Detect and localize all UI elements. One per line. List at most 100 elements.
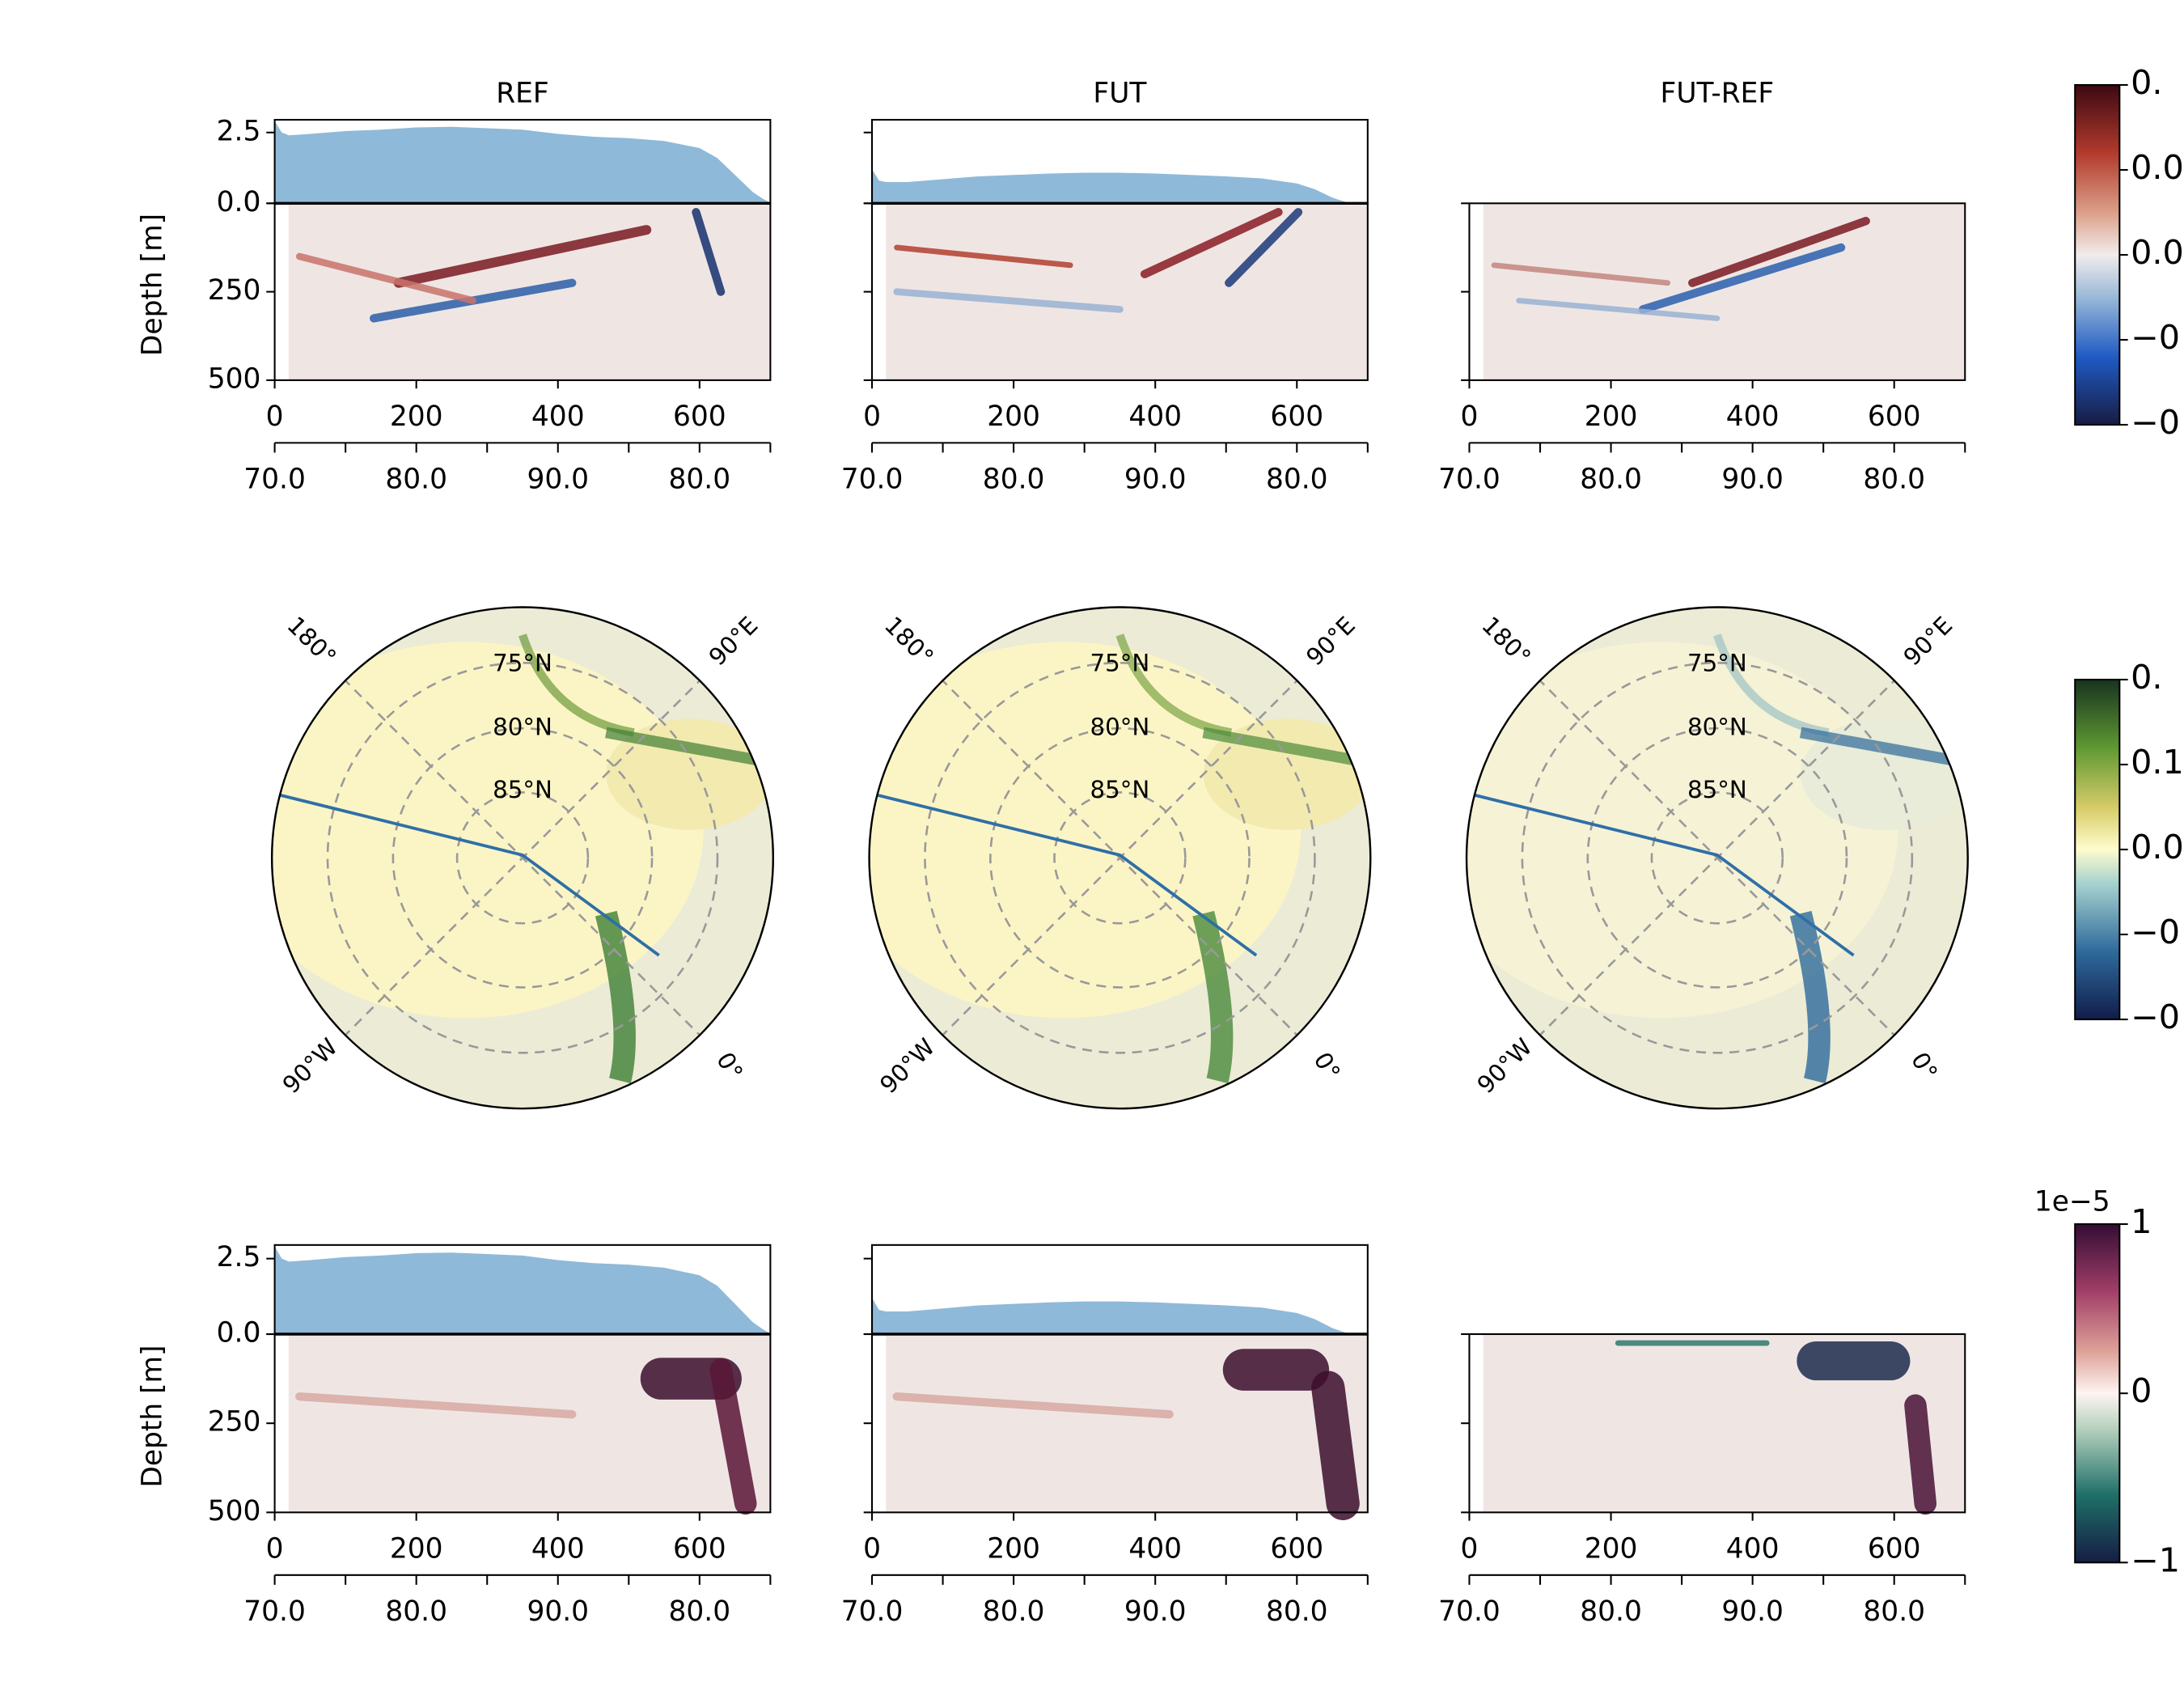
lat-tick-label: 80.0 bbox=[1580, 1595, 1642, 1628]
section-shading bbox=[709, 1358, 757, 1515]
x-tick-label: 200 bbox=[390, 400, 443, 433]
x-tick-label: 600 bbox=[1270, 400, 1323, 433]
section-shading bbox=[295, 1392, 577, 1419]
section-shading bbox=[1516, 298, 1721, 321]
map bbox=[869, 607, 1371, 1109]
map-lat-label: 75°N bbox=[493, 650, 552, 677]
lat-tick-label: 90.0 bbox=[1721, 1595, 1784, 1628]
ice-thickness-area bbox=[274, 121, 769, 204]
section-shading bbox=[892, 1392, 1174, 1419]
section-background bbox=[872, 203, 1368, 380]
map-graticule bbox=[1650, 791, 1784, 925]
y-tick-label: 250 bbox=[208, 1406, 261, 1438]
map-graticule bbox=[924, 662, 1316, 1054]
map-lon-label: 180° bbox=[281, 612, 341, 672]
section-background bbox=[1469, 203, 1966, 380]
column-title: FUT-REF bbox=[1661, 78, 1775, 110]
section-shading bbox=[1140, 208, 1283, 278]
section-mask-left bbox=[872, 1334, 887, 1513]
map-lat-label: 80°N bbox=[1090, 714, 1150, 741]
colorbar-tick-label: 0. bbox=[2131, 658, 2162, 697]
lat-tick-label: 80.0 bbox=[1266, 1595, 1328, 1628]
map-lon-label: 180° bbox=[879, 612, 939, 672]
map-graticule bbox=[1586, 727, 1848, 989]
map-graticule bbox=[326, 662, 719, 1054]
lat-tick-label: 70.0 bbox=[243, 1595, 306, 1628]
lat-tick-label: 90.0 bbox=[1124, 1595, 1187, 1628]
x-tick-label: 200 bbox=[1585, 400, 1638, 433]
thickness-tick-label: 0.0 bbox=[217, 186, 261, 218]
map-frame bbox=[868, 606, 1372, 1110]
lat-tick-label: 70.0 bbox=[1438, 1595, 1500, 1628]
map-lon-label: 90°W bbox=[277, 1033, 343, 1099]
x-tick-label: 600 bbox=[1868, 1532, 1921, 1565]
map-lon-label: 0° bbox=[1308, 1048, 1345, 1085]
y-tick-label: 500 bbox=[208, 362, 261, 395]
x-tick-label: 400 bbox=[531, 1532, 585, 1565]
colorbar-tick-label: −0 bbox=[2131, 318, 2180, 357]
map-graticule bbox=[1521, 662, 1914, 1054]
x-tick-label: 200 bbox=[390, 1532, 443, 1565]
x-tick-label: 0 bbox=[266, 400, 284, 433]
map-graticule bbox=[1053, 791, 1187, 925]
map-feature bbox=[1789, 910, 1831, 1084]
ice-thickness-area bbox=[872, 169, 1367, 204]
map-graticule bbox=[1467, 607, 1968, 1109]
x-tick-label: 200 bbox=[987, 400, 1040, 433]
map-lon-label: 0° bbox=[711, 1048, 748, 1085]
lat-tick-label: 90.0 bbox=[1124, 463, 1187, 495]
map-graticule bbox=[455, 791, 590, 925]
x-tick-label: 200 bbox=[987, 1532, 1040, 1565]
section-shading bbox=[894, 244, 1073, 269]
thickness-tick-label: 2.5 bbox=[217, 1241, 261, 1273]
thickness-tick-label: 0.0 bbox=[217, 1317, 261, 1349]
map-lon-label: 90°W bbox=[1472, 1033, 1538, 1099]
colorbar-tick-label: 0.0 bbox=[2131, 148, 2184, 187]
colorbar-tick-label: 0.1 bbox=[2131, 743, 2184, 782]
map-ocean bbox=[1467, 642, 1898, 1019]
y-tick-label: 500 bbox=[208, 1495, 261, 1527]
map-shelf bbox=[1203, 718, 1371, 830]
colorbar-tick-label: 1 bbox=[2131, 1202, 2152, 1241]
section-shading bbox=[295, 252, 477, 304]
lat-tick-label: 90.0 bbox=[527, 1595, 589, 1628]
map bbox=[1467, 607, 1968, 1109]
colorbar-tick-label: −0 bbox=[2131, 403, 2180, 442]
thickness-tick-label: 2.5 bbox=[217, 115, 261, 147]
colorbar-tick-label: −1 bbox=[2131, 1540, 2180, 1579]
map-lon-label: 180° bbox=[1476, 612, 1536, 672]
map-lat-label: 80°N bbox=[1687, 714, 1747, 741]
section-shading bbox=[1225, 208, 1303, 287]
section-shading bbox=[1638, 243, 1846, 314]
x-tick-label: 400 bbox=[1726, 1532, 1780, 1565]
section-mask-left bbox=[1469, 1334, 1484, 1513]
colorbar-tick-label: 0 bbox=[2131, 1371, 2152, 1410]
x-tick-label: 200 bbox=[1585, 1532, 1638, 1565]
colorbar bbox=[2074, 83, 2121, 426]
section-mask-left bbox=[872, 203, 887, 380]
y-tick-label: 250 bbox=[208, 274, 261, 307]
y-tick-label: 0 bbox=[243, 1317, 260, 1349]
x-tick-label: 0 bbox=[863, 400, 881, 433]
lat-tick-label: 70.0 bbox=[243, 463, 306, 495]
transect-line bbox=[1469, 792, 1855, 957]
map-feature bbox=[1192, 910, 1234, 1084]
x-tick-label: 0 bbox=[266, 1532, 284, 1565]
transect-line bbox=[871, 792, 1258, 957]
map-frame bbox=[1465, 606, 1969, 1110]
ice-thickness-area bbox=[872, 1298, 1367, 1335]
section-mask-left bbox=[1469, 203, 1484, 380]
lat-tick-label: 80.0 bbox=[1266, 463, 1328, 495]
section-shading bbox=[1491, 262, 1671, 286]
map-graticule bbox=[272, 607, 773, 1109]
x-tick-label: 0 bbox=[863, 1532, 881, 1565]
colorbar-tick-label: −0 bbox=[2131, 913, 2180, 951]
lat-tick-label: 80.0 bbox=[385, 463, 447, 495]
section-shading bbox=[692, 208, 726, 296]
section-shading bbox=[1688, 217, 1870, 287]
lat-tick-label: 80.0 bbox=[669, 463, 731, 495]
section-mask-left bbox=[274, 203, 289, 380]
section-shading bbox=[1904, 1394, 1937, 1515]
map-lat-label: 80°N bbox=[493, 714, 552, 741]
map-lat-label: 85°N bbox=[493, 776, 552, 803]
